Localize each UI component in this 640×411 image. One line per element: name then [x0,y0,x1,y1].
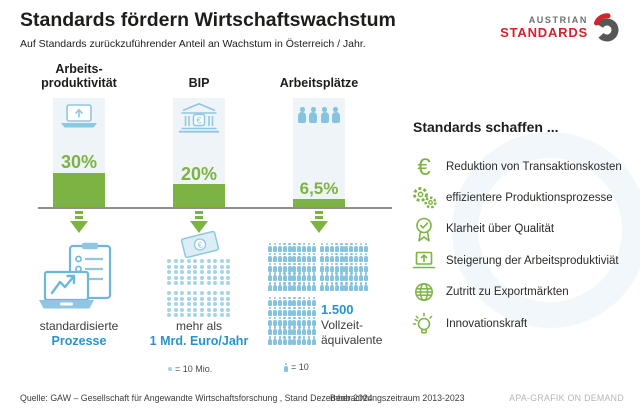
legend-money-label: = 10 Mio. [175,364,213,374]
value-label-2: 20% [180,164,218,184]
brand-mark-icon [594,13,619,42]
person-pictogram [298,107,307,124]
list-item: Zutritt zu Exportmärkten [408,277,636,308]
bar-bip [173,184,225,208]
laptop-up-arrow-icon [61,104,97,128]
euro-icon: € [408,154,440,180]
list-item: Klarheit über Qualität [408,214,636,245]
list-item-label: Reduktion von Transaktionskosten [446,160,622,173]
panel-title: Standards schaffen ... [413,119,559,135]
caption-value-highlight: 1.500 [321,302,354,317]
money-dot-grid [167,259,233,319]
down-arrow-icon [308,211,330,233]
list-item: € Reduktion von Transaktionskosten [408,151,636,182]
person-pictogram [331,107,340,124]
money-dot-icon [168,367,172,371]
quality-seal-icon [408,216,440,243]
observation-period: Beobachtungszeitraum 2013-2023 [330,393,465,403]
caption-line-highlight: 1 Mrd. Euro/Jahr [149,334,249,348]
caption-milliarde: mehr als 1 Mrd. Euro/Jahr [137,319,261,349]
value-label-3: 6,5% [299,179,339,198]
list-item: Steigerung der Arbeitsproduktiviät [408,245,636,276]
person-pictogram [309,107,318,124]
svg-text:€: € [196,116,202,127]
value-label-1: 30% [60,152,98,172]
people-icon [293,107,345,124]
caption-line: äquivalente [321,333,383,347]
caption-line: Vollzeit- [321,317,364,332]
gears-icon [408,185,440,211]
bar-arbeitsplaetze [293,199,345,208]
brand-logo: AUSTRIAN STANDARDS [500,15,588,40]
list-item-label: Steigerung der Arbeitsproduktiviät [446,254,619,267]
globe-icon [408,279,440,305]
list-item: effizientere Produktionsprozesse [408,182,636,213]
down-arrow-icon [188,211,210,233]
clipboard-laptop-icon [39,242,112,309]
benefits-list: € Reduktion von Transaktionskosten effiz… [408,151,636,339]
svg-text:€: € [197,239,204,250]
legend-money: = 10 Mio. [168,364,212,374]
list-item-label: Innovationskraft [446,317,528,330]
banknote-icon: € [180,230,220,259]
people-grid-block-1 [268,243,317,292]
lightbulb-icon [408,311,440,337]
source-note: Quelle: GAW – Gesellschaft für Angewandt… [20,393,373,403]
bar-produktivitaet [53,173,105,208]
legend-person-label: = 10 [291,362,309,372]
page-subtitle: Auf Standards zurückzuführender Anteil a… [20,38,366,50]
people-grid-block-2 [320,243,369,292]
baseline-axis [38,207,392,209]
list-item-label: effizientere Produktionsprozesse [446,192,613,205]
caption-line: mehr als [175,319,222,333]
page-title: Standards fördern Wirtschaftswachstum [20,9,396,31]
caption-vollzeit: 1.500 Vollzeit- äquivalente [321,302,401,349]
people-grid-block-3 [268,297,317,346]
credit-note: APA-GRAFIK ON DEMAND [509,393,624,403]
caption-line: standardisierte [39,319,119,333]
list-item-label: Zutritt zu Exportmärkten [446,286,569,299]
brand-logo-line1: AUSTRIAN [528,15,588,25]
column-label-bip: BIP [188,76,210,90]
list-item-label: Klarheit über Qualität [446,223,555,236]
column-label-arbeitsplaetze: Arbeitsplätze [279,76,359,90]
list-item: Innovationskraft [408,308,636,339]
column-label-produktivitaet: Arbeits- produktivität [41,62,117,91]
svg-text:€: € [417,154,431,180]
caption-prozesse: standardisierte Prozesse [17,319,141,349]
legend-person: = 10 [284,362,309,372]
laptop-arrow-icon [408,248,440,274]
brand-logo-line2: STANDARDS [500,25,588,40]
person-pictogram-icon [284,362,288,372]
caption-line-highlight: Prozesse [51,334,107,348]
person-pictogram [320,107,329,124]
bank-euro-icon: € [179,102,219,133]
down-arrow-icon [68,211,90,233]
